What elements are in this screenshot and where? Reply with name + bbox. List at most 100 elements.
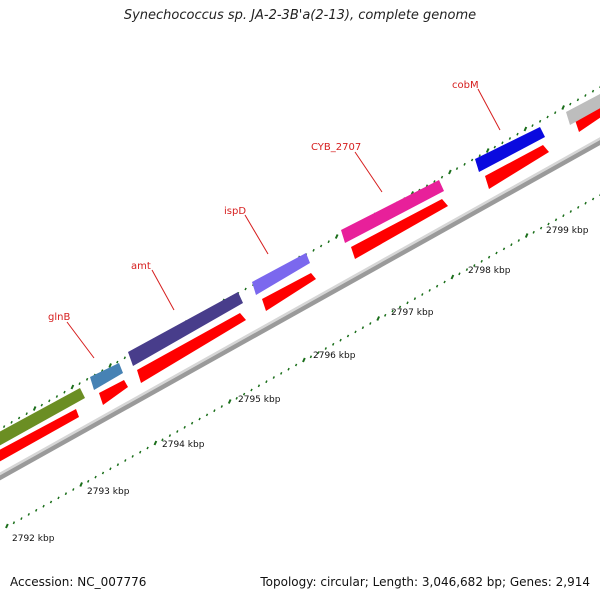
tick-mark <box>168 434 172 438</box>
tick-mark <box>124 459 127 462</box>
gene-label-amt: amt <box>131 261 151 272</box>
cds-feature[interactable] <box>485 145 549 189</box>
genome-backbone <box>0 139 600 481</box>
cds-feature[interactable] <box>262 273 316 311</box>
tick-mark <box>20 517 23 521</box>
tick-mark <box>319 244 323 248</box>
tick-mark <box>220 405 223 408</box>
tick-mark <box>433 180 436 183</box>
tick-mark <box>312 248 315 252</box>
tick-mark <box>516 132 519 136</box>
tick-mark <box>354 330 357 334</box>
tick-mark <box>94 475 97 479</box>
tick-mark <box>384 313 387 317</box>
tick-mark <box>369 322 372 325</box>
tick-mark <box>190 421 194 425</box>
tick-mark <box>413 297 417 301</box>
tick-label: 2796 kbp <box>313 351 356 361</box>
tick-mark <box>85 377 89 381</box>
tick-mark <box>332 342 335 346</box>
tick-mark <box>591 89 595 93</box>
tick-mark <box>70 384 75 390</box>
tick-mark <box>523 126 528 132</box>
gene-bar-amt[interactable] <box>128 292 243 366</box>
tick-mark <box>116 360 119 364</box>
genome-summary: Topology: circular; Length: 3,046,682 bp… <box>260 575 590 589</box>
tick-mark <box>242 392 246 396</box>
callout-line <box>66 321 95 359</box>
gene-bar-unnamed[interactable] <box>566 94 600 125</box>
tick-mark <box>480 259 483 263</box>
tick-mark <box>428 288 431 292</box>
cds-feature[interactable] <box>0 409 79 467</box>
tick-mark <box>49 500 53 504</box>
kbp-labels: 2792 kbp 2793 kbp 2794 kbp 2795 kbp 2796… <box>12 226 589 544</box>
tick-mark <box>183 425 186 429</box>
tick-mark <box>64 492 68 496</box>
tick-mark <box>448 169 452 175</box>
tick-mark <box>12 521 16 525</box>
tick-mark <box>334 234 339 239</box>
tick-mark <box>376 316 381 321</box>
tick-mark <box>123 356 126 360</box>
tick-mark <box>470 158 474 162</box>
tick-mark <box>79 482 83 487</box>
tick-mark <box>87 479 90 483</box>
tick-mark <box>463 162 466 166</box>
tick-mark <box>213 409 216 413</box>
tick-mark <box>493 145 496 149</box>
gene-bar-glnB[interactable] <box>90 363 123 390</box>
gene-callouts: glnB amt ispD CYB_2707 cobM <box>48 80 501 359</box>
cds-feature[interactable] <box>99 380 128 405</box>
callout-line <box>151 269 175 311</box>
tick-mark <box>63 390 66 394</box>
tick-mark <box>139 450 142 454</box>
cds-feature[interactable] <box>137 313 246 383</box>
tick-mark <box>131 454 134 458</box>
cds-feature[interactable] <box>351 199 448 259</box>
tick-mark <box>591 197 595 201</box>
callout-line <box>477 88 501 131</box>
gene-bar-ispD[interactable] <box>252 253 310 295</box>
tick-mark <box>443 280 446 284</box>
tick-mark <box>2 425 6 429</box>
tick-mark <box>406 301 409 305</box>
tick-mark <box>101 471 105 475</box>
tick-mark <box>532 230 535 234</box>
gene-bar-CYB_2707[interactable] <box>341 180 444 243</box>
tick-mark <box>227 399 232 404</box>
cds-feature[interactable] <box>575 101 600 132</box>
tick-mark <box>421 293 424 296</box>
tick-mark <box>554 111 557 115</box>
tick-label: 2795 kbp <box>238 395 281 405</box>
tick-mark <box>517 239 520 242</box>
tick-mark <box>42 504 45 508</box>
tick-mark <box>244 287 247 291</box>
gene-track <box>0 94 600 451</box>
tick-label: 2792 kbp <box>12 534 55 544</box>
gene-bar-cobM[interactable] <box>475 127 545 172</box>
tick-mark <box>176 430 179 433</box>
genome-title: Synechococcus sp. JA-2-3B'a(2-13), compl… <box>123 8 477 23</box>
tick-mark <box>495 251 498 255</box>
tick-mark <box>10 420 13 424</box>
gene-label-glnB: glnB <box>48 312 70 323</box>
tick-mark <box>584 94 587 97</box>
tick-mark <box>561 105 565 110</box>
tick-mark <box>531 124 534 128</box>
tick-mark <box>257 384 261 388</box>
tick-mark <box>161 438 164 442</box>
tick-mark <box>508 137 512 140</box>
tick-mark <box>487 255 491 259</box>
tick-mark <box>478 154 481 158</box>
tick-mark <box>485 148 490 153</box>
tick-mark <box>450 274 455 280</box>
tick-mark <box>538 119 542 123</box>
tick-mark <box>309 355 313 359</box>
tick-mark <box>153 440 158 446</box>
tick-mark <box>72 488 75 491</box>
tick-mark <box>547 222 550 226</box>
gene-bar-unnamed[interactable] <box>0 388 85 451</box>
